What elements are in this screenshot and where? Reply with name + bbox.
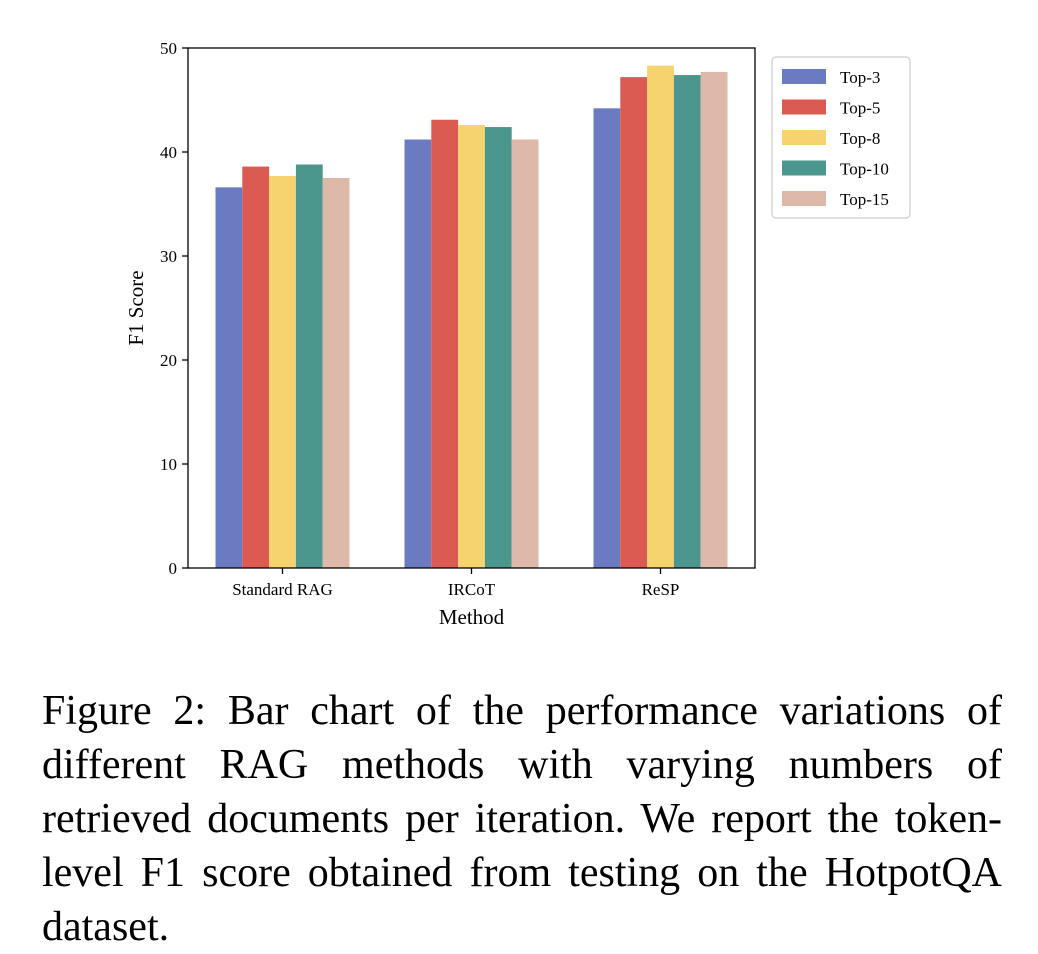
bar-ircot-top-15 — [511, 139, 539, 568]
legend-swatch-top-10 — [782, 160, 826, 176]
bar-resp-top-5 — [620, 77, 648, 569]
y-tick-label: 40 — [160, 143, 177, 162]
x-axis-label: Method — [439, 605, 505, 629]
bar-ircot-top-10 — [484, 127, 512, 568]
bar-resp-top-15 — [700, 71, 728, 569]
bar-resp-top-8 — [647, 65, 674, 569]
legend-swatch-top-5 — [782, 99, 826, 115]
legend-swatch-top-15 — [782, 191, 826, 206]
y-tick-label: 30 — [160, 247, 177, 266]
x-tick-label: Standard RAG — [232, 580, 333, 599]
y-axis: 0 10 20 30 40 50 — [160, 39, 188, 578]
y-tick-label: 50 — [160, 39, 177, 58]
bars-layer — [215, 65, 728, 569]
legend-label-top-15: Top-15 — [840, 190, 889, 209]
y-axis-label: F1 Score — [124, 270, 148, 345]
bar-resp-top-3 — [593, 108, 621, 568]
bar-resp-top-10 — [673, 75, 701, 568]
bar-standard-rag-top-8 — [269, 175, 296, 569]
legend-box — [771, 56, 911, 219]
legend-label-top-8: Top-8 — [840, 129, 880, 148]
legend-label-top-10: Top-10 — [840, 160, 889, 179]
bar-ircot-top-5 — [431, 119, 459, 568]
bar-chart: 0 10 20 30 40 50 Standard RAG IRCoT ReSP F1 Sco… — [124, 39, 911, 629]
legend-swatch-top-3 — [782, 69, 826, 84]
legend-label-top-5: Top-5 — [840, 99, 880, 118]
legend-label-top-3: Top-3 — [840, 68, 880, 87]
x-axis: Standard RAG IRCoT ReSP — [232, 568, 679, 599]
x-tick-label: ReSP — [642, 580, 680, 599]
legend-swatch-top-8 — [782, 130, 826, 145]
x-tick-label: IRCoT — [448, 580, 496, 599]
bar-standard-rag-top-5 — [242, 166, 270, 568]
bar-standard-rag-top-3 — [215, 187, 243, 569]
figure-caption: Figure 2: Bar chart of the performance v… — [42, 688, 1002, 950]
y-tick-label: 0 — [169, 559, 178, 578]
y-tick-label: 20 — [160, 351, 177, 370]
y-tick-label: 10 — [160, 455, 177, 474]
bar-standard-rag-top-15 — [322, 178, 350, 568]
bar-standard-rag-top-10 — [295, 164, 323, 569]
bar-ircot-top-8 — [458, 124, 485, 569]
bar-ircot-top-3 — [404, 139, 432, 568]
legend: Top-3 Top-5 Top-8 Top-10 Top-15 — [771, 56, 911, 219]
